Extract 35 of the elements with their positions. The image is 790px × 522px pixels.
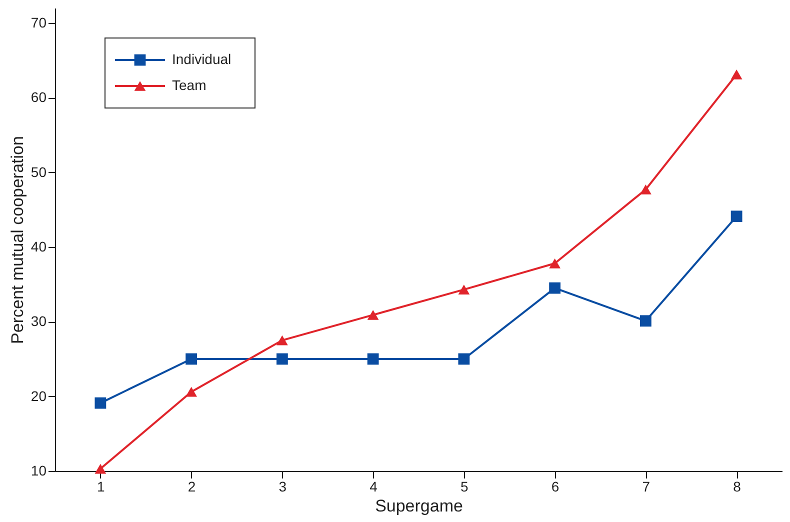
point (730, 70, 742, 80)
point (276, 353, 288, 365)
point (640, 184, 652, 194)
x-tick-label: 1 (97, 478, 106, 494)
point (186, 353, 198, 365)
x-tick-label: 7 (642, 478, 650, 494)
legend-label: Individual (172, 51, 232, 67)
x-tick-label: 3 (278, 478, 287, 494)
point (94, 464, 106, 474)
point (186, 386, 198, 397)
x-axis-title: Supergame (375, 496, 463, 516)
legend-label: Team (172, 77, 206, 93)
x-tick-label: 6 (551, 478, 560, 494)
point (276, 335, 288, 346)
y-tick-label: 60 (30, 89, 47, 106)
point (367, 310, 379, 320)
y-tick-label: 50 (30, 164, 47, 180)
y-tick-label: 40 (30, 238, 47, 254)
point (458, 284, 470, 294)
x-tick-label: 4 (370, 478, 378, 494)
y-tick-label: 20 (30, 388, 47, 404)
y-axis-title: Percent mutual cooperation (8, 136, 27, 344)
x-tick-label: 5 (460, 478, 469, 494)
point (94, 397, 106, 409)
x-tick-label: 2 (188, 478, 196, 494)
y-tick-label: 70 (30, 14, 47, 30)
y-tick-label: 10 (30, 462, 47, 478)
point (549, 282, 561, 294)
y-tick-label: 30 (30, 313, 47, 330)
point (549, 258, 561, 268)
point (367, 353, 379, 365)
x-tick-label: 8 (733, 478, 742, 494)
point (458, 353, 470, 365)
point (730, 210, 742, 222)
point (640, 315, 652, 327)
